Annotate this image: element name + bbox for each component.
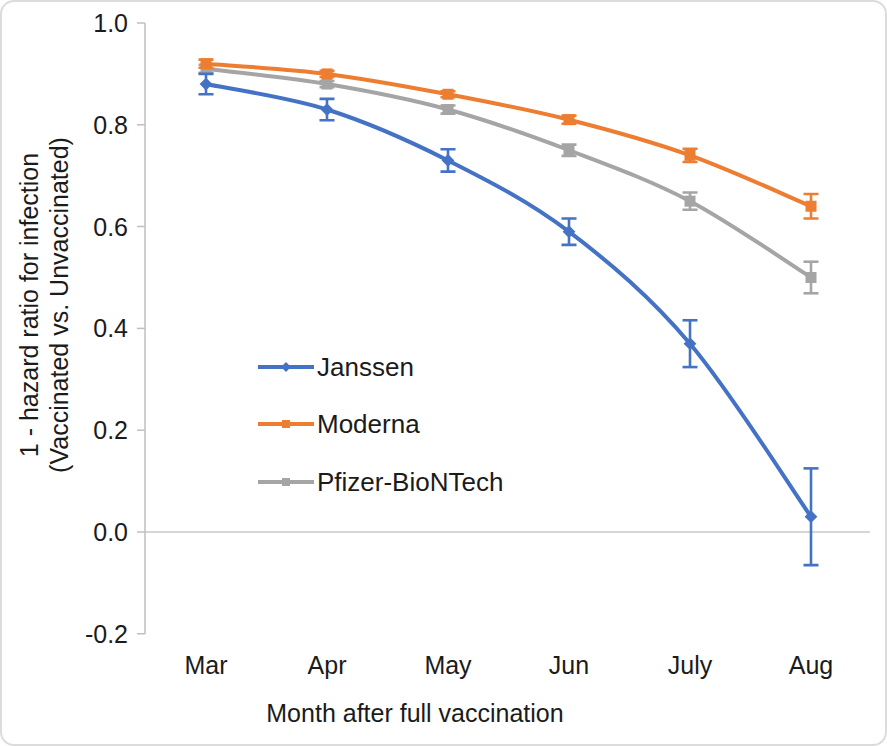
moderna-marker bbox=[806, 201, 817, 212]
chart-svg bbox=[2, 2, 887, 746]
pfizer-biontech-marker bbox=[322, 79, 333, 90]
moderna-marker bbox=[443, 89, 454, 100]
janssen-marker bbox=[321, 103, 334, 116]
y-axis-title: 1 - hazard ratio for infection (Vaccinat… bbox=[14, 80, 74, 530]
janssen-marker bbox=[200, 78, 213, 91]
moderna-marker bbox=[322, 68, 333, 79]
janssen-line bbox=[206, 84, 811, 517]
janssen-series bbox=[199, 74, 819, 565]
moderna-marker bbox=[201, 58, 212, 69]
figure-card: 1 - hazard ratio for infection (Vaccinat… bbox=[0, 0, 887, 746]
moderna-marker bbox=[685, 150, 696, 161]
pfizer-biontech-marker bbox=[564, 145, 575, 156]
y-axis-title-line2: (Vaccinated vs. Unvaccinated) bbox=[44, 80, 74, 530]
moderna-marker bbox=[564, 114, 575, 125]
pfizer-biontech-marker bbox=[685, 196, 696, 207]
pfizer-biontech-marker bbox=[443, 104, 454, 115]
pfizer-biontech-marker bbox=[806, 272, 817, 283]
y-axis-title-line1: 1 - hazard ratio for infection bbox=[14, 80, 44, 530]
x-axis-title: Month after full vaccination bbox=[165, 699, 665, 728]
moderna-line bbox=[206, 64, 811, 207]
pfizer-biontech-series bbox=[199, 63, 819, 293]
